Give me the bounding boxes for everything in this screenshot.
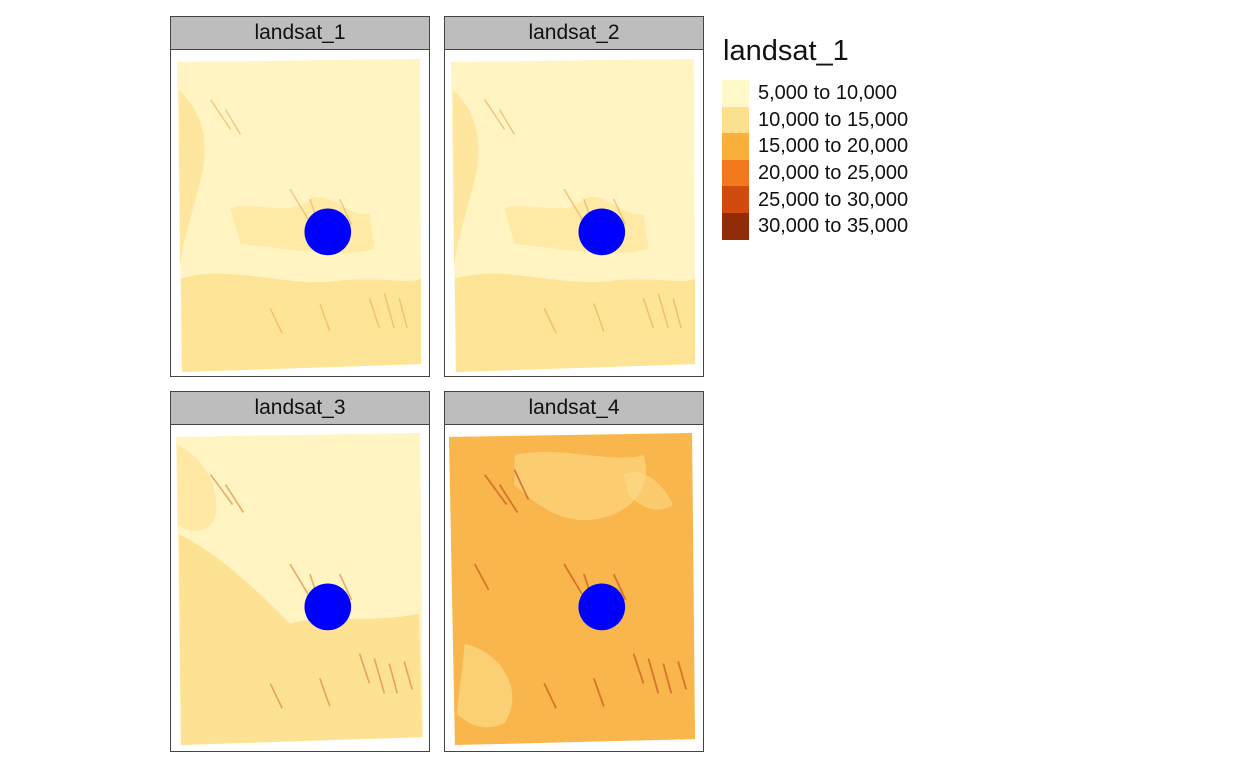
raster-map	[171, 50, 429, 376]
legend-item: 5,000 to 10,000	[722, 80, 982, 107]
raster-extent	[448, 432, 696, 746]
panel-title: landsat_3	[171, 392, 429, 425]
facet-panel-landsat-4: landsat_4	[444, 391, 704, 752]
map-legend: landsat_1 5,000 to 10,000 10,000 to 15,00…	[722, 34, 982, 240]
raster-tint-area	[178, 89, 205, 269]
raster-tint-area	[514, 451, 646, 521]
raster-tint-area	[176, 444, 217, 531]
raster-tint-area	[623, 472, 674, 510]
legend-item: 30,000 to 35,000	[722, 212, 982, 240]
panel-title: landsat_2	[445, 17, 703, 50]
legend-label: 25,000 to 30,000	[758, 188, 909, 211]
raster-map	[171, 425, 429, 751]
legend-swatch	[722, 80, 749, 107]
raster-tint-area	[454, 273, 696, 373]
raster-tint-area	[180, 273, 422, 373]
site-marker	[578, 583, 626, 631]
legend-swatch	[722, 159, 749, 187]
legend-swatch	[722, 212, 749, 240]
legend-item: 15,000 to 20,000	[722, 133, 982, 160]
legend-item: 20,000 to 25,000	[722, 159, 982, 187]
site-marker	[304, 208, 352, 256]
panel-title: landsat_1	[171, 17, 429, 50]
raster-tint-area	[456, 643, 513, 728]
raster-map	[445, 425, 703, 751]
legend-title: landsat_1	[723, 35, 849, 67]
facet-panel-landsat-3: landsat_3	[170, 391, 430, 752]
legend-item: 25,000 to 30,000	[722, 186, 982, 213]
site-marker	[304, 583, 352, 631]
facet-panel-landsat-1: landsat_1	[170, 16, 430, 377]
legend-label: 5,000 to 10,000	[758, 82, 898, 105]
legend-label: 20,000 to 25,000	[758, 162, 909, 185]
legend-label: 15,000 to 20,000	[758, 135, 909, 158]
raster-tint-area	[178, 534, 423, 746]
facet-panel-landsat-2: landsat_2	[444, 16, 704, 377]
legend-swatch	[722, 106, 749, 134]
raster-map	[445, 50, 703, 376]
legend-label: 30,000 to 35,000	[758, 215, 909, 238]
legend-items: 5,000 to 10,000 10,000 to 15,000 15,000 to…	[722, 80, 982, 240]
raster-tint-area	[452, 89, 479, 269]
site-marker	[578, 208, 626, 256]
legend-swatch	[722, 133, 749, 160]
panel-title: landsat_4	[445, 392, 703, 425]
legend-item: 10,000 to 15,000	[722, 106, 982, 134]
legend-swatch	[722, 186, 749, 213]
legend-label: 10,000 to 15,000	[758, 108, 909, 131]
